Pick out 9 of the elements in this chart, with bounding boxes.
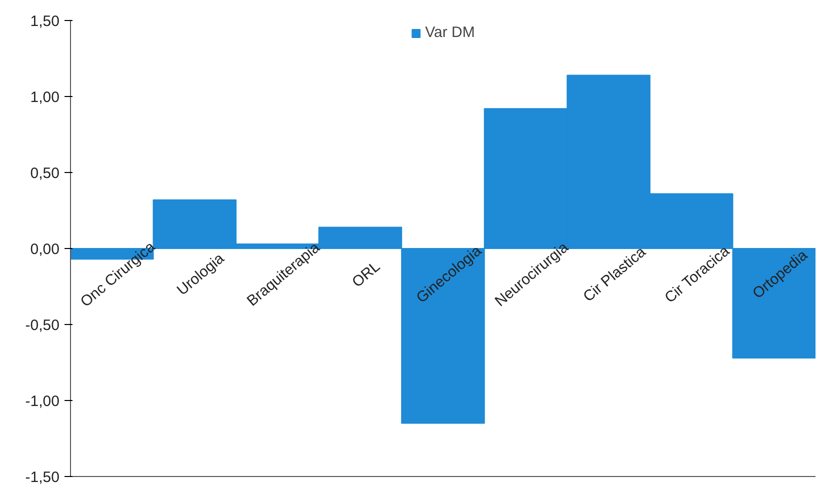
y-tick-label: 1,00 [30, 89, 60, 106]
legend-label: Var DM [425, 24, 475, 41]
y-tick-label: -1,50 [25, 469, 60, 486]
y-tick-label: -1,00 [25, 393, 60, 410]
x-tick-label: ORL [348, 258, 384, 291]
y-tick-label: -0,50 [25, 317, 60, 334]
y-tick-label: 1,50 [30, 13, 60, 30]
y-tick-label: 0,50 [30, 165, 60, 182]
y-tick-label: 0,00 [30, 241, 60, 258]
